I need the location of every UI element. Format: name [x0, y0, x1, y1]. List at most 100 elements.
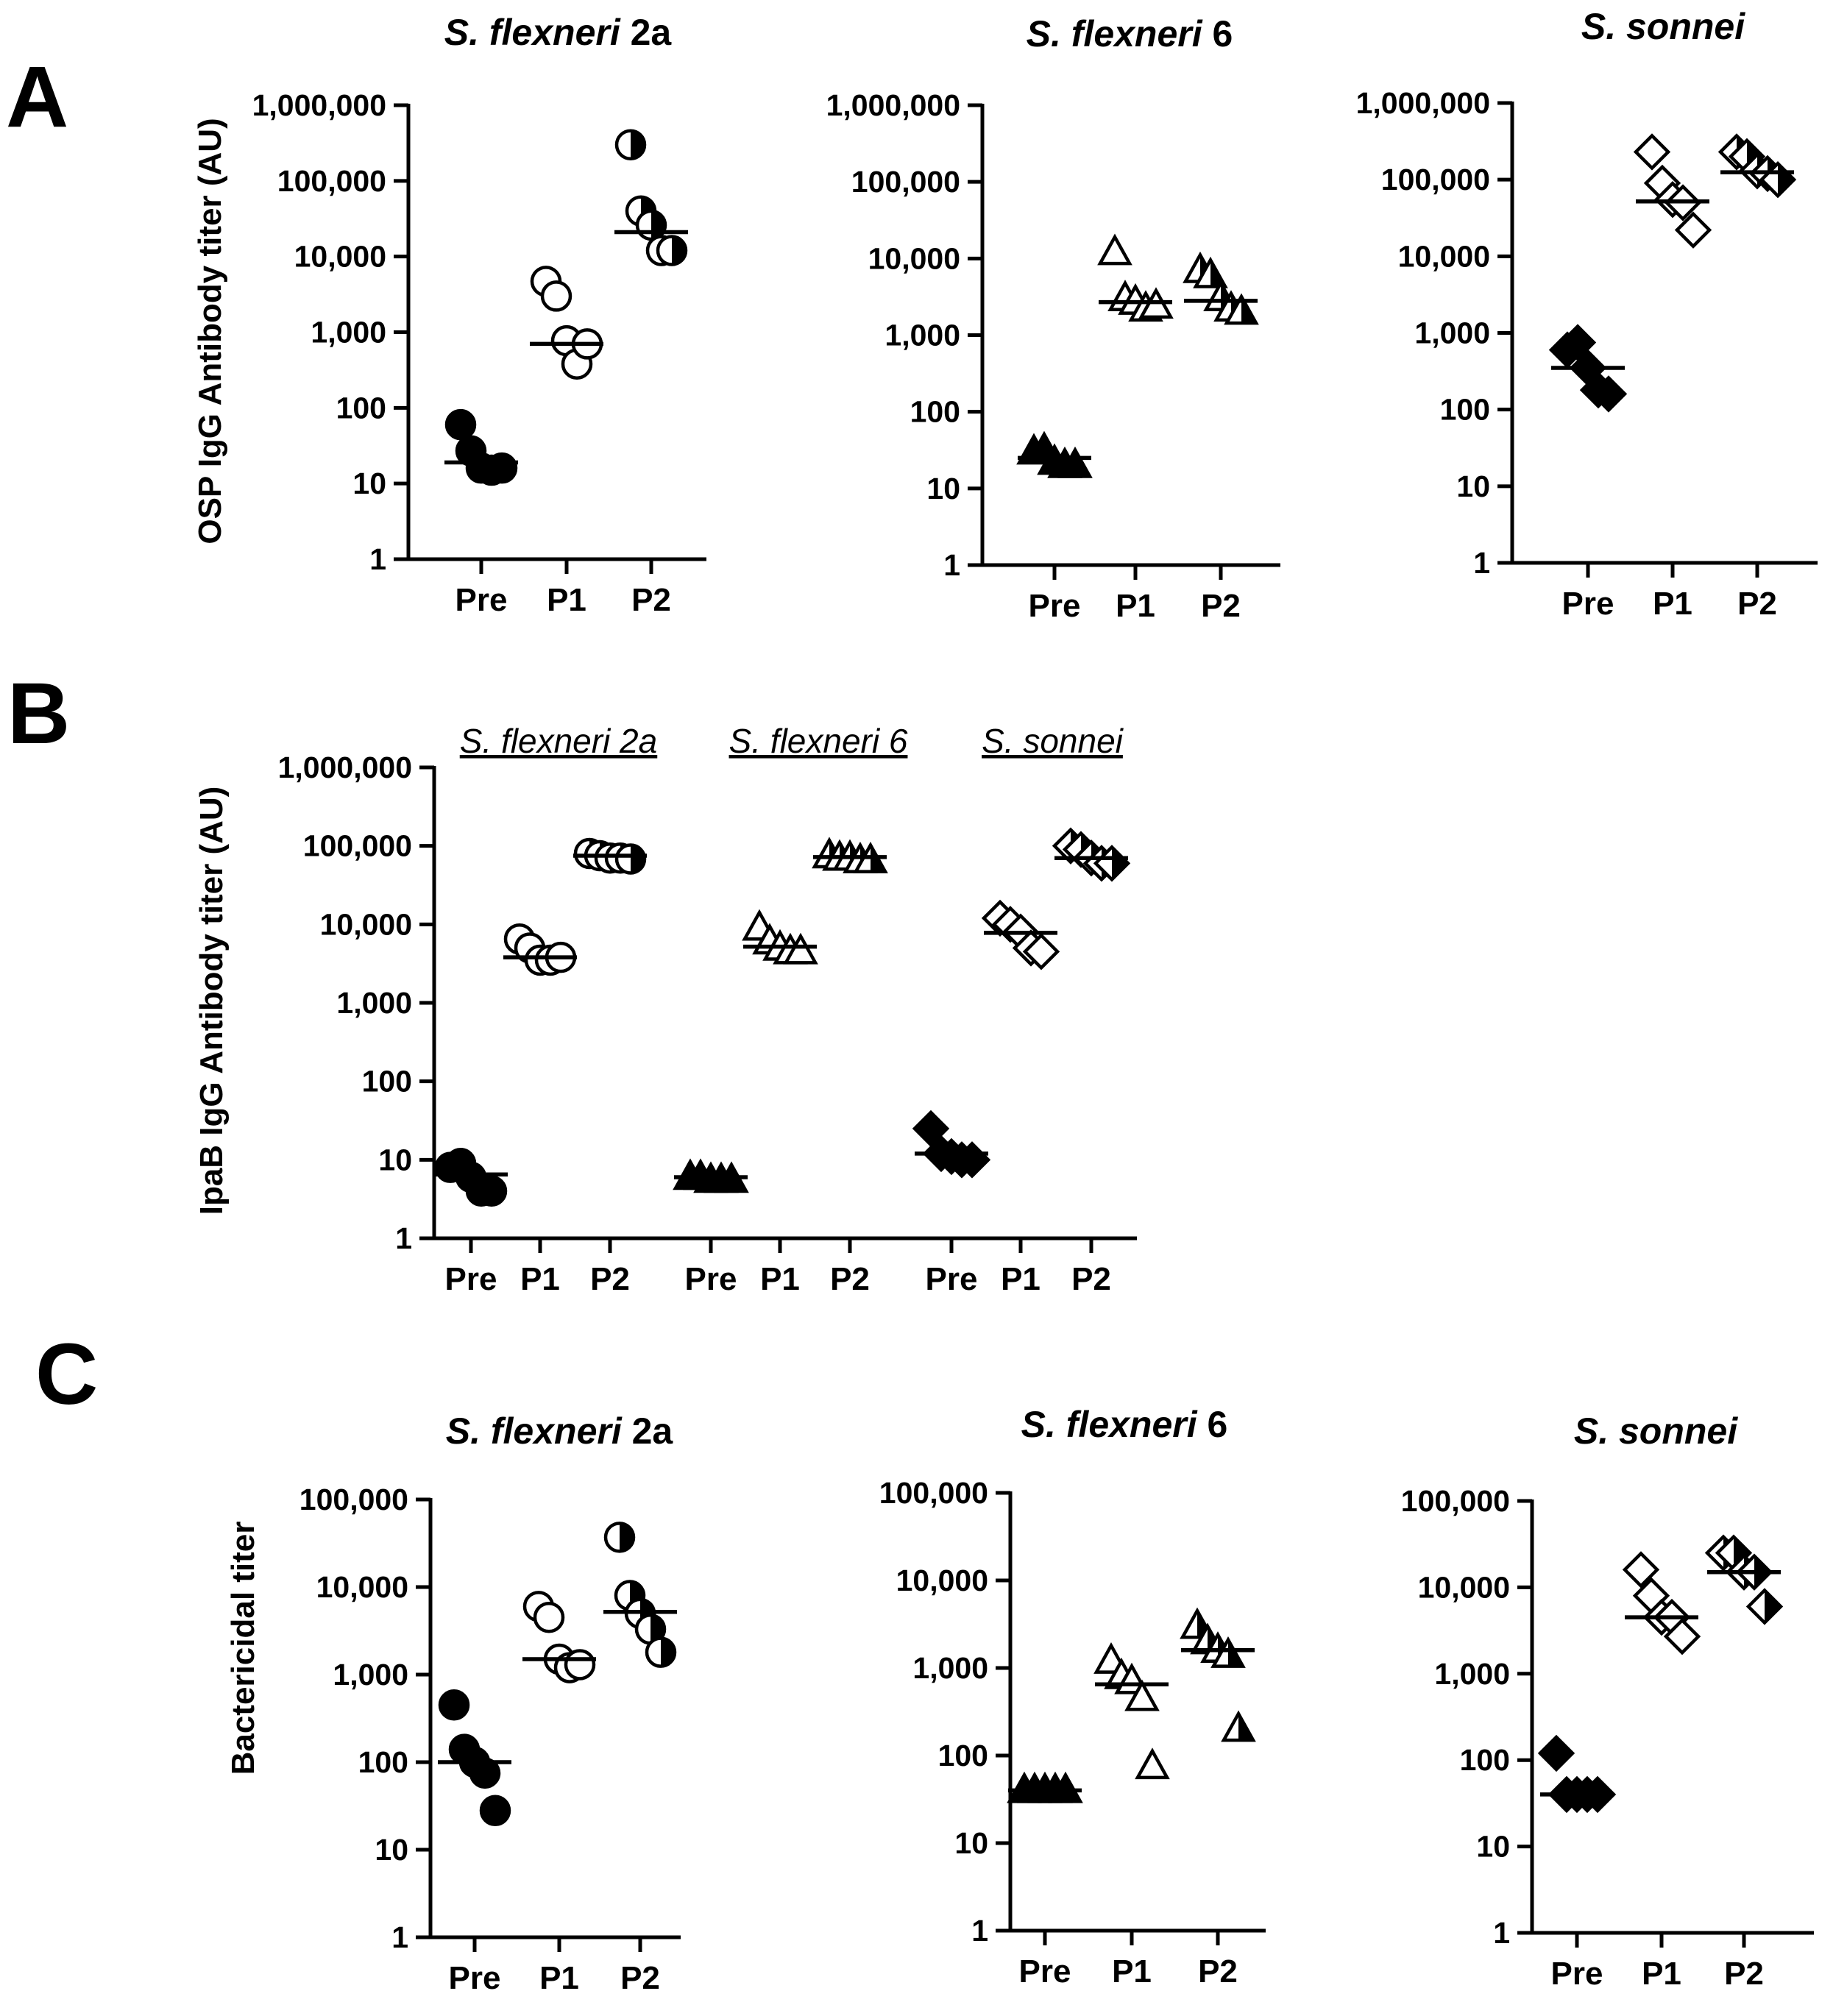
- x-tick-label: Pre: [1019, 1953, 1071, 1990]
- x-tick-label: P1: [1653, 586, 1692, 622]
- panel-label-b: B: [7, 665, 70, 762]
- plot-c-flexneri-6: 1 10 100 1,000 10,000 100,000 Pre P1 P2: [879, 1476, 1266, 1990]
- y-tick-label: 1,000: [333, 1658, 408, 1692]
- y-tick-label: 1: [943, 548, 960, 582]
- y-tick-label: 100: [362, 1065, 412, 1098]
- data-point-triangle: [1210, 1636, 1246, 1668]
- x-tick-label: Pre: [449, 1960, 501, 1996]
- data-point-diamond: [912, 1110, 950, 1148]
- y-tick-label: 1,000: [912, 1651, 988, 1685]
- data-point-diamond: [1745, 1588, 1784, 1625]
- data-point-diamond: [1622, 1551, 1660, 1589]
- y-tick-label: 100: [336, 391, 386, 425]
- data-point-circle: [479, 1795, 511, 1827]
- y-tick-label: 100,000: [303, 829, 412, 863]
- group-title-b3: S. sonnei: [982, 722, 1124, 760]
- x-tick-label: P2: [830, 1261, 870, 1297]
- x-tick-label: Pre: [685, 1261, 737, 1297]
- y-tick-label: 10: [375, 1833, 408, 1867]
- y-axis-label-c: Bactericidal titer: [225, 1522, 261, 1775]
- x-tick-label: P2: [631, 582, 671, 618]
- y-tick-label: 1,000,000: [1356, 86, 1490, 120]
- y-tick-label: 10,000: [294, 240, 386, 274]
- data-point-diamond: [1674, 211, 1712, 249]
- y-tick-label: 1,000: [311, 316, 386, 349]
- chart-title-c2: S. flexneri 6: [1021, 1404, 1228, 1445]
- data-point-circle: [438, 1689, 470, 1721]
- plot-c-flexneri-2a: 1 10 100 1,000 10,000 100,000 Pre P1 P2: [299, 1483, 681, 1996]
- y-tick-label: 1: [971, 1914, 988, 1948]
- y-tick-label: 1,000,000: [826, 88, 960, 122]
- data-point-circle: [614, 129, 647, 161]
- data-point-circle: [614, 843, 647, 875]
- y-tick-label: 100: [910, 395, 960, 429]
- panel-label-c: C: [35, 1326, 98, 1423]
- y-tick-label: 100,000: [277, 164, 386, 198]
- y-tick-label: 1,000: [1434, 1657, 1510, 1691]
- data-point-diamond: [1559, 324, 1597, 361]
- x-tick-label: P1: [760, 1261, 800, 1297]
- data-point-circle: [533, 1602, 565, 1633]
- data-point-triangle: [1048, 1771, 1083, 1803]
- data-point-circle: [486, 452, 518, 484]
- y-axis-label-b: IpaB IgG Antibody titer (AU): [194, 787, 230, 1215]
- y-tick-label: 1,000,000: [252, 88, 386, 122]
- data-point-circle: [444, 408, 477, 441]
- y-tick-label: 1,000: [884, 319, 960, 352]
- x-tick-label: Pre: [1551, 1956, 1603, 1992]
- x-tick-label: Pre: [1562, 586, 1614, 622]
- y-tick-label: 1,000: [1414, 316, 1490, 350]
- x-tick-label: P1: [547, 582, 586, 618]
- y-tick-label: 100,000: [1381, 163, 1490, 196]
- y-tick-label: 10: [954, 1826, 988, 1860]
- panel-label-a: A: [6, 49, 68, 146]
- x-tick-label: P1: [520, 1261, 560, 1297]
- plot-a-flexneri-2a: 1 10 100 1,000 10,000 100,000 1,000,000 Pre P1 P2: [252, 88, 706, 618]
- data-point-circle: [540, 280, 572, 312]
- y-tick-label: 10,000: [316, 1570, 408, 1604]
- data-point-circle: [564, 1649, 596, 1680]
- data-point-diamond: [1589, 375, 1628, 413]
- chart-title-a1: S. flexneri 2a: [444, 12, 673, 53]
- data-point-diamond: [1537, 1734, 1575, 1772]
- x-tick-label: P1: [1112, 1953, 1152, 1990]
- data-point-triangle: [1097, 233, 1132, 266]
- y-tick-label: 10: [1456, 469, 1490, 503]
- x-tick-label: Pre: [926, 1261, 978, 1297]
- y-tick-label: 10,000: [896, 1564, 988, 1597]
- y-tick-label: 10: [378, 1143, 412, 1176]
- x-tick-label: P2: [1198, 1953, 1238, 1990]
- y-tick-label: 10,000: [1398, 239, 1490, 273]
- x-tick-label: Pre: [445, 1261, 497, 1297]
- data-point-circle: [469, 1757, 501, 1789]
- data-point-diamond: [1633, 133, 1671, 171]
- y-tick-label: 10,000: [1418, 1570, 1510, 1604]
- y-axis-label-a: OSP IgG Antibody titer (AU): [192, 118, 228, 544]
- data-point-circle: [645, 1636, 677, 1668]
- x-tick-label: P1: [1642, 1956, 1681, 1992]
- data-point-circle: [475, 1175, 508, 1207]
- data-point-triangle: [1057, 446, 1093, 478]
- x-tick-label: Pre: [455, 582, 508, 618]
- data-point-triangle: [1135, 1747, 1170, 1780]
- y-tick-label: 10,000: [868, 241, 960, 275]
- y-tick-label: 100,000: [1401, 1484, 1510, 1518]
- data-point-circle: [656, 235, 688, 266]
- y-tick-label: 100,000: [851, 165, 960, 199]
- y-tick-label: 100: [1460, 1743, 1510, 1777]
- y-tick-label: 1: [1493, 1916, 1510, 1950]
- y-tick-label: 1: [395, 1221, 412, 1255]
- y-tick-label: 100,000: [299, 1483, 408, 1516]
- y-tick-label: 100: [938, 1739, 988, 1772]
- y-tick-label: 100: [358, 1745, 408, 1779]
- x-tick-label: P2: [620, 1960, 660, 1996]
- data-point-diamond: [1022, 933, 1060, 970]
- chart-title-c3: S. sonnei: [1574, 1410, 1738, 1452]
- y-tick-label: 1,000: [336, 986, 412, 1020]
- x-tick-label: P2: [1724, 1956, 1764, 1992]
- y-tick-label: 10: [352, 466, 386, 500]
- chart-title-a2: S. flexneri 6: [1027, 13, 1233, 54]
- y-tick-label: 100: [1440, 393, 1490, 427]
- y-tick-label: 10: [1476, 1830, 1510, 1864]
